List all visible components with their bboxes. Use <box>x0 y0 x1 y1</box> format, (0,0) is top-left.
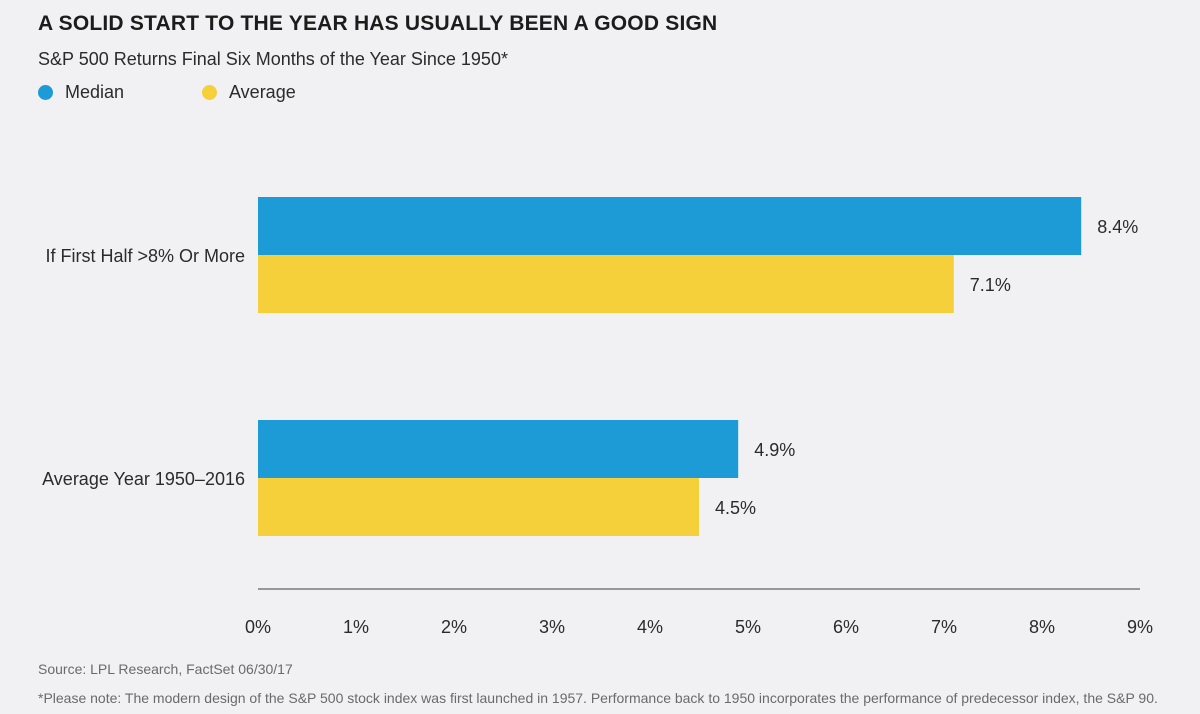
chart-title: A SOLID START TO THE YEAR HAS USUALLY BE… <box>38 12 718 35</box>
legend-average-dot-icon <box>202 85 217 100</box>
bar-median-2 <box>258 420 739 478</box>
legend-median-dot-icon <box>38 85 53 100</box>
x-tick-label: 3% <box>539 617 565 637</box>
data-label-average-1: 7.1% <box>970 275 1011 295</box>
x-tick-label: 7% <box>931 617 957 637</box>
legend-median-label: Median <box>65 82 125 102</box>
legend-item-average: Average <box>202 82 296 103</box>
data-label-average-2: 4.5% <box>715 498 756 518</box>
x-tick-label: 1% <box>343 617 369 637</box>
chart-subtitle: S&P 500 Returns Final Six Months of the … <box>38 49 508 69</box>
x-tick-label: 8% <box>1029 617 1055 637</box>
x-tick-label: 0% <box>245 617 271 637</box>
source-note: Source: LPL Research, FactSet 06/30/17 <box>38 661 293 677</box>
x-tick-label: 6% <box>833 617 859 637</box>
data-label-median-1: 8.4% <box>1097 217 1138 237</box>
category-label-2: Average Year 1950–2016 <box>42 469 245 489</box>
legend: Median Average <box>38 82 538 104</box>
category-label-1: If First Half >8% Or More <box>45 246 245 266</box>
bar-average-1 <box>258 255 954 313</box>
x-tick-label: 9% <box>1127 617 1153 637</box>
bar-median-1 <box>258 197 1082 255</box>
bar-average-2 <box>258 478 699 536</box>
legend-item-median: Median <box>38 82 124 103</box>
legend-average-label: Average <box>229 82 296 102</box>
x-tick-label: 2% <box>441 617 467 637</box>
x-tick-label: 5% <box>735 617 761 637</box>
footnote: *Please note: The modern design of the S… <box>38 690 1158 706</box>
x-tick-label: 4% <box>637 617 663 637</box>
data-label-median-2: 4.9% <box>754 440 795 460</box>
